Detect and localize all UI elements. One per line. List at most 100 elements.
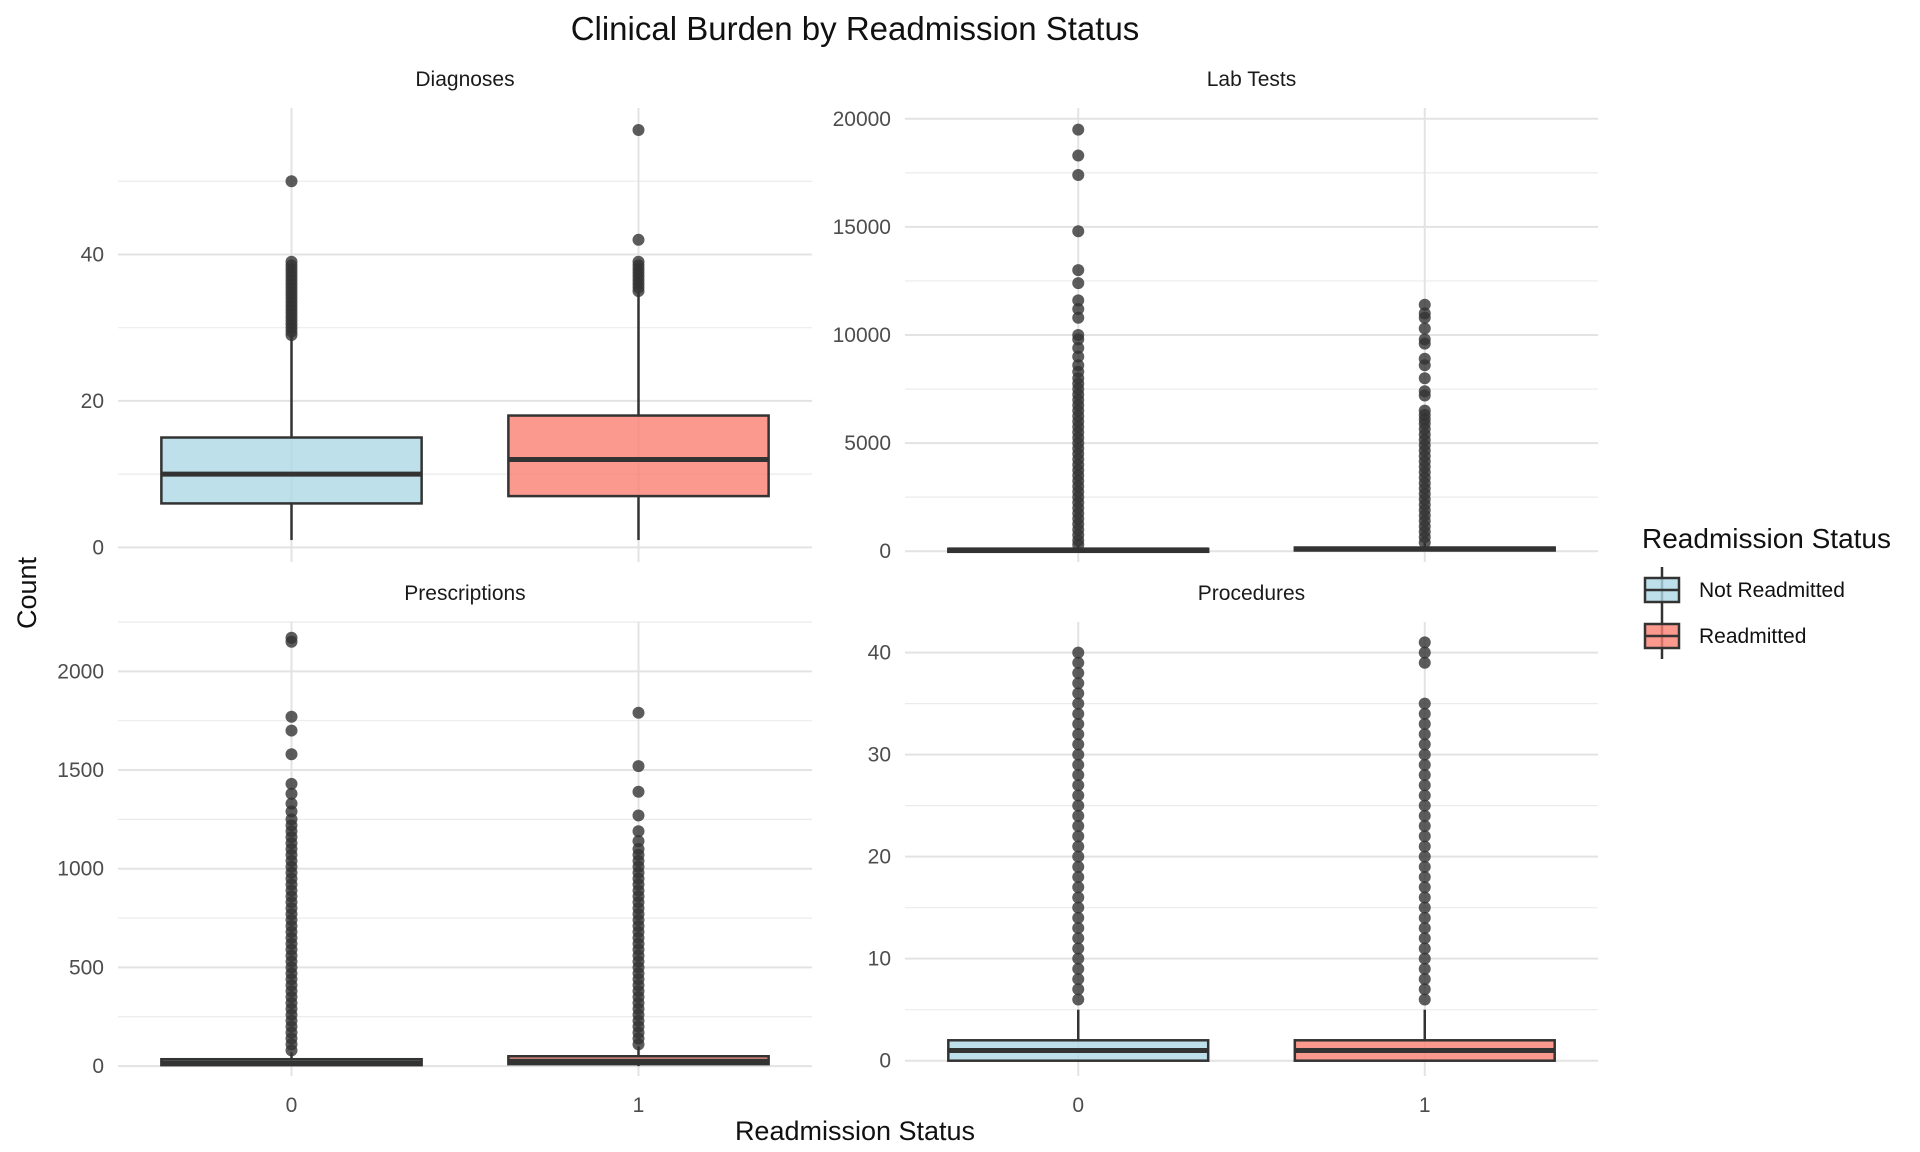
y-tick-label: 5000 [844,432,891,455]
facet-title: Prescriptions [404,582,525,605]
y-tick-label: 0 [879,540,891,563]
outlier-point [1418,697,1431,710]
outlier-point [1418,881,1431,894]
outlier-point [1072,932,1085,945]
outlier-point [1072,769,1085,782]
facet-panel: Lab Tests 0 5000 10000 15000 20000 [833,68,1598,563]
facet-title: Procedures [1198,582,1305,605]
outlier-point [1072,748,1085,761]
outlier-point [1072,860,1085,873]
outlier-point [1072,718,1085,731]
y-tick-label: 20 [81,390,104,413]
legend-key [1643,613,1681,659]
outlier-point [285,710,298,723]
outlier-point [1072,359,1085,372]
outlier-point [632,255,645,268]
x-tick-label: 1 [1419,1094,1431,1117]
outlier-point [1418,830,1431,843]
legend-title: Readmission Status [1642,523,1891,554]
legend-label: Readmitted [1699,625,1806,648]
outlier-point [1072,294,1085,307]
outlier-point [632,785,645,798]
outlier-point [1072,779,1085,792]
outlier-point [1418,307,1431,320]
outlier-point [1418,728,1431,741]
outlier-point [1072,707,1085,720]
outlier-point [1072,149,1085,162]
x-tick-label: 1 [633,1094,645,1117]
outlier-point [1418,911,1431,924]
outlier-point [1418,738,1431,751]
outlier-point [1418,932,1431,945]
y-tick-label: 15000 [833,216,891,239]
y-axis-label: Count [12,556,42,629]
outlier-point [1418,809,1431,822]
outlier-point [632,809,645,822]
outlier-point [1418,973,1431,986]
x-axis-label: Readmission Status [735,1116,975,1146]
facet-panel: Prescriptions 0 500 1000 1500 2000 0 1 [57,582,812,1117]
outlier-point [1072,311,1085,324]
facet-title: Lab Tests [1207,68,1297,91]
legend-label: Not Readmitted [1699,579,1845,602]
outlier-point [1072,983,1085,996]
outlier-point [1418,891,1431,904]
y-tick-label: 0 [879,1050,891,1073]
outlier-point [1418,871,1431,884]
outlier-point [1072,646,1085,659]
outlier-point [285,787,298,800]
outlier-point [1072,169,1085,182]
outlier-point [285,724,298,737]
outlier-point [1418,298,1431,311]
y-tick-label: 10000 [833,324,891,347]
outlier-point [1418,404,1431,417]
outlier-point [632,835,645,848]
outlier-point [285,631,298,644]
outlier-point [1072,840,1085,853]
outlier-point [1072,123,1085,136]
outlier-point [1418,385,1431,398]
outlier-point [1418,993,1431,1006]
facet-title: Diagnoses [415,68,514,91]
outlier-point [1418,636,1431,649]
outlier-point [1072,341,1085,354]
outlier-point [1072,264,1085,277]
outlier-point [285,175,298,188]
outlier-point [632,123,645,136]
outlier-point [285,777,298,790]
outlier-point [1072,993,1085,1006]
outlier-point [285,797,298,810]
outlier-point [632,825,645,838]
y-tick-label: 40 [81,243,104,266]
outlier-point [1072,303,1085,316]
outlier-point [1072,738,1085,751]
outlier-point [285,255,298,268]
outlier-point [1418,779,1431,792]
outlier-point [1418,850,1431,863]
outlier-point [1072,350,1085,363]
y-tick-label: 40 [868,642,891,665]
outlier-point [1072,973,1085,986]
outlier-point [1418,656,1431,669]
outlier-point [285,748,298,761]
y-tick-label: 20 [868,846,891,869]
outlier-point [1418,748,1431,761]
outlier-point [1418,901,1431,914]
outlier-point [1072,911,1085,924]
outlier-point [1072,277,1085,290]
y-tick-label: 20000 [833,108,891,131]
x-tick-label: 0 [286,1094,298,1117]
outlier-point [1072,922,1085,935]
outlier-point [1072,850,1085,863]
outlier-point [1418,769,1431,782]
outlier-point [1072,871,1085,884]
facet-panel: Procedures 0 10 20 30 40 0 1 [868,582,1598,1117]
y-tick-label: 1500 [57,759,104,782]
chart-title: Clinical Burden by Readmission Status [571,10,1140,47]
outlier-point [1418,352,1431,365]
outlier-point [1072,758,1085,771]
outlier-point [632,233,645,246]
outlier-point [1418,646,1431,659]
outlier-point [1418,372,1431,385]
